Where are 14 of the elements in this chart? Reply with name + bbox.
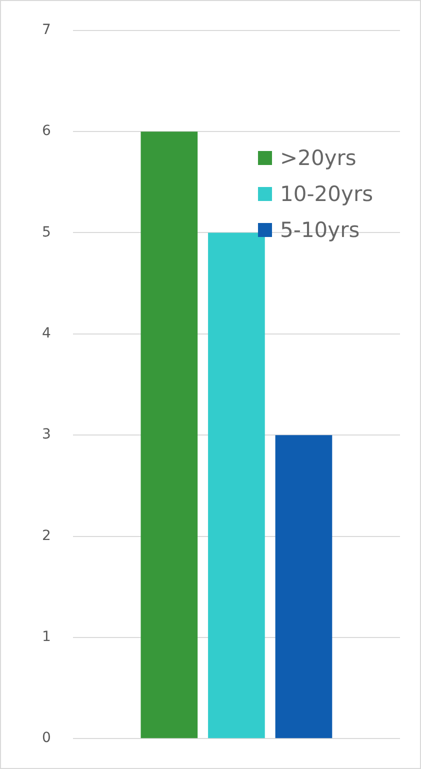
legend-label: 10-20yrs bbox=[280, 182, 374, 206]
legend-label: >20yrs bbox=[280, 146, 356, 170]
y-tick-label: 5 bbox=[42, 224, 51, 240]
y-tick-label: 4 bbox=[42, 326, 51, 342]
bar bbox=[140, 132, 198, 738]
y-tick-label: 2 bbox=[42, 528, 51, 544]
bar bbox=[275, 435, 332, 738]
legend-label: 5-10yrs bbox=[280, 218, 360, 242]
y-tick-label: 3 bbox=[42, 426, 51, 443]
bar bbox=[208, 232, 265, 738]
y-tick-label: 7 bbox=[42, 22, 51, 38]
y-tick-label: 0 bbox=[42, 730, 51, 746]
y-tick-label: 6 bbox=[42, 123, 51, 140]
y-tick-label: 1 bbox=[42, 629, 51, 646]
